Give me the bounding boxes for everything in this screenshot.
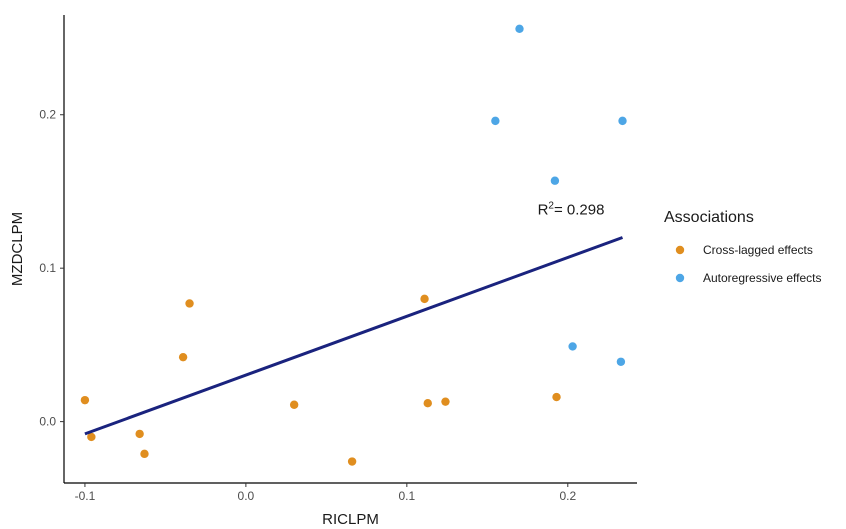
- cross-lagged-point: [135, 429, 144, 439]
- cross-lagged-point: [140, 449, 149, 459]
- legend-label: Autoregressive effects: [703, 271, 822, 285]
- data-points: [80, 24, 627, 466]
- cross-lagged-point: [420, 294, 429, 304]
- x-tick-label: 0.2: [559, 489, 576, 503]
- legend: Associations Cross-lagged effects Autoreg…: [664, 209, 822, 285]
- y-axis-title: MZDCLPM: [9, 212, 26, 286]
- autoregressive-point: [618, 116, 627, 126]
- y-tick-label: 0.1: [39, 261, 56, 275]
- annotation-superscript: 2: [548, 200, 554, 211]
- cross-lagged-point: [552, 392, 561, 402]
- autoregressive-point: [491, 116, 500, 126]
- y-tick-label: 0.2: [39, 108, 56, 122]
- x-axis-title: RICLPM: [322, 511, 379, 528]
- legend-items: Cross-lagged effects Autoregressive effec…: [675, 243, 822, 285]
- cross-lagged-point: [423, 399, 432, 408]
- axes: [63, 15, 637, 484]
- x-tick-label: 0.0: [238, 489, 255, 503]
- autoregressive-point: [515, 24, 524, 34]
- cross-lagged-point: [87, 432, 96, 442]
- regression-line: [84, 236, 624, 436]
- cross-lagged-point: [347, 457, 357, 466]
- x-tick-label: -0.1: [75, 489, 96, 503]
- legend-swatch: [675, 273, 685, 283]
- cross-lagged-point: [185, 299, 194, 308]
- r-squared-annotation: R2= 0.298: [538, 200, 605, 218]
- autoregressive-point: [616, 357, 626, 366]
- annotation-prefix: R: [538, 201, 549, 218]
- x-axis-ticks: -0.1 0.0 0.1 0.2: [75, 483, 576, 503]
- legend-title: Associations: [664, 209, 754, 226]
- y-tick-label: 0.0: [39, 415, 56, 429]
- y-axis-ticks: 0.0 0.1 0.2: [39, 108, 64, 429]
- autoregressive-point: [568, 342, 577, 351]
- legend-label: Cross-lagged effects: [703, 243, 813, 257]
- cross-lagged-point: [178, 352, 188, 362]
- annotation-value: = 0.298: [554, 201, 604, 218]
- legend-swatch: [675, 245, 685, 255]
- cross-lagged-point: [441, 397, 450, 406]
- autoregressive-point: [550, 176, 560, 185]
- cross-lagged-point: [289, 400, 299, 409]
- x-tick-label: 0.1: [398, 489, 415, 503]
- cross-lagged-point: [80, 395, 90, 405]
